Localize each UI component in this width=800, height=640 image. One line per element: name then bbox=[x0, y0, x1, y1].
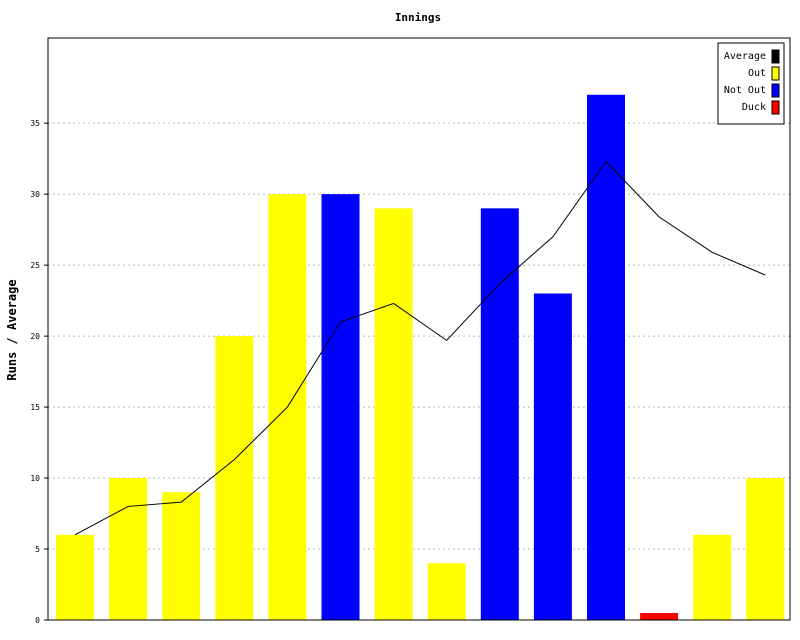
y-tick-label: 35 bbox=[30, 119, 40, 128]
bar-not-out bbox=[480, 208, 519, 620]
bar-not-out bbox=[533, 293, 572, 620]
bar-out bbox=[693, 534, 732, 620]
legend-swatch bbox=[771, 49, 780, 64]
plot-frame bbox=[47, 37, 791, 621]
legend-label: Not Out bbox=[724, 85, 766, 96]
legend-swatch bbox=[771, 100, 780, 115]
bar-not-out bbox=[321, 194, 360, 620]
y-tick-label: 15 bbox=[30, 403, 40, 412]
bar-out bbox=[427, 563, 466, 620]
y-tick-label: 5 bbox=[35, 545, 40, 554]
legend-swatch bbox=[771, 83, 780, 98]
bar-out bbox=[162, 492, 201, 620]
y-tick-label: 10 bbox=[30, 474, 40, 483]
bars bbox=[56, 94, 785, 620]
bar-not-out bbox=[587, 94, 625, 620]
bar-out bbox=[56, 534, 94, 620]
legend-label: Duck bbox=[742, 102, 766, 113]
y-tick-label: 30 bbox=[30, 190, 40, 199]
bar-out bbox=[215, 336, 254, 620]
y-axis-label: Runs / Average bbox=[5, 279, 19, 380]
chart-title: Innings bbox=[395, 11, 441, 24]
y-tick-label: 0 bbox=[35, 616, 40, 625]
bar-out bbox=[746, 478, 785, 620]
legend-label: Out bbox=[748, 68, 766, 79]
average-line bbox=[74, 160, 766, 536]
y-tick-label: 20 bbox=[30, 332, 40, 341]
average-line-group bbox=[74, 160, 766, 536]
y-tick-label: 25 bbox=[30, 261, 40, 270]
bar-duck bbox=[640, 613, 679, 620]
y-axis-ticks: 0 5 10 15 20 25 30 35 bbox=[30, 119, 48, 625]
bar-out bbox=[374, 208, 413, 620]
legend: Average Out Not Out Duck bbox=[717, 42, 785, 125]
legend-swatch bbox=[771, 66, 780, 81]
legend-label: Average bbox=[724, 51, 766, 62]
grid-lines bbox=[48, 122, 790, 550]
bar-out bbox=[109, 478, 148, 620]
